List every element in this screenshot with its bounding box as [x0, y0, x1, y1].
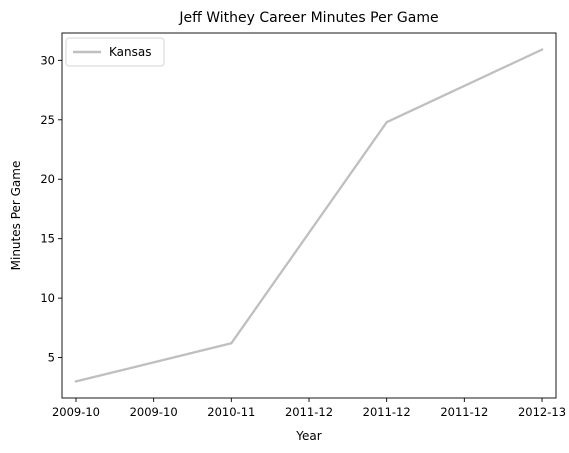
- legend: Kansas: [65, 37, 165, 67]
- data-point: [540, 48, 544, 51]
- y-tick-label: 30: [40, 53, 55, 67]
- legend-box: [65, 37, 165, 67]
- data-point: [74, 380, 78, 383]
- x-tick-label: 2010-11: [207, 405, 255, 419]
- series-line-kansas: [74, 48, 544, 383]
- x-tick-label: 2011-12: [363, 405, 411, 419]
- data-point: [230, 342, 233, 345]
- legend-label-kansas: Kansas: [109, 45, 151, 59]
- y-tick-label: 20: [40, 172, 55, 186]
- y-tick-label: 10: [40, 291, 55, 305]
- chart-title: Jeff Withey Career Minutes Per Game: [178, 10, 438, 26]
- x-tick-label: 2011-12: [440, 405, 488, 419]
- y-tick-label: 25: [40, 113, 55, 127]
- data-point: [385, 121, 388, 124]
- y-tick-label: 15: [40, 232, 55, 246]
- x-tick-label: 2009-10: [130, 405, 178, 419]
- x-tick-label: 2009-10: [52, 405, 100, 419]
- x-tick-label: 2012-13: [518, 405, 566, 419]
- y-axis-label: Minutes Per Game: [9, 161, 23, 271]
- plot-area-frame: [61, 32, 557, 399]
- x-axis-ticks: 2009-10 2009-10 2010-11 2011-12 2011-12 2011-…: [52, 398, 566, 419]
- series-lines: [74, 48, 544, 383]
- x-tick-label: 2011-12: [285, 405, 333, 419]
- y-tick-label: 5: [48, 351, 55, 365]
- y-axis-ticks: 5 10 15 20 25 30: [40, 53, 62, 365]
- x-axis-label: Year: [295, 429, 321, 443]
